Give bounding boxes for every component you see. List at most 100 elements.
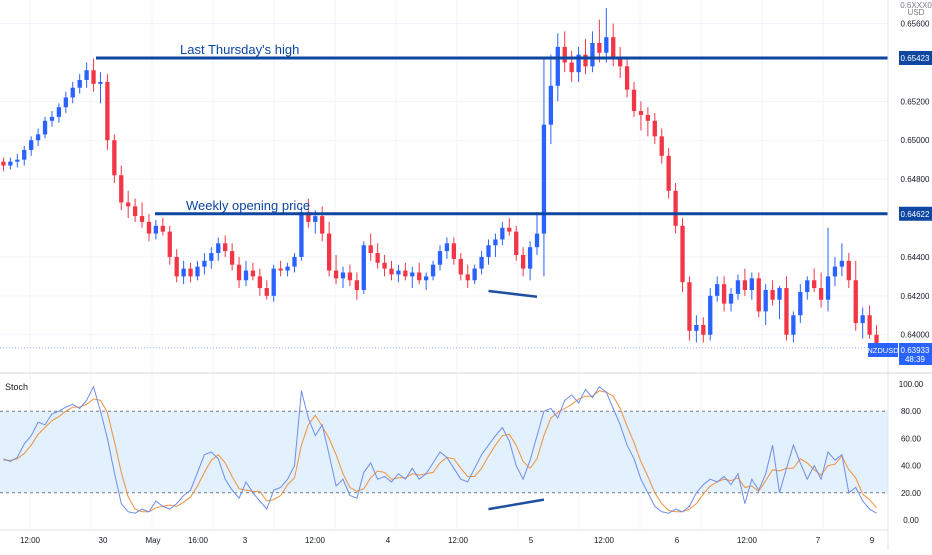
candle-body [514, 231, 519, 255]
price-tick-label: 0.65000 [901, 136, 930, 145]
candle-body [555, 46, 560, 86]
candle-body [430, 264, 436, 277]
price-tick-label: 0.65600 [901, 20, 930, 29]
candle-body [271, 268, 276, 296]
candle-body [479, 256, 484, 269]
divergence-line-stoch [488, 498, 545, 511]
candle-body [569, 62, 574, 73]
candle-body [56, 107, 62, 117]
candle-body [181, 268, 186, 277]
candle-body [49, 116, 55, 121]
level-label-thursday-high: Last Thursday's high [180, 42, 299, 57]
candle-body [631, 89, 637, 112]
candle-body [708, 295, 713, 335]
candle-body [188, 268, 193, 277]
candle-body [368, 245, 373, 254]
stoch-tick-label: 60.00 [901, 434, 922, 443]
candle-body [119, 175, 124, 203]
time-tick-label: May [145, 536, 160, 545]
candle-body [500, 227, 505, 240]
stoch-title[interactable]: Stoch [5, 382, 28, 392]
price-tick-label: 0.64000 [901, 331, 930, 340]
candle-body [832, 266, 838, 277]
price-axis-currency: USD [908, 8, 925, 17]
time-tick-label: 16:00 [188, 536, 209, 545]
time-tick-label: 30 [99, 536, 108, 545]
candle-body [715, 284, 720, 296]
candle-body [638, 111, 644, 115]
symbol-tag [868, 343, 898, 357]
candle-body [874, 334, 879, 345]
candle-body [292, 256, 297, 267]
divergence-line-price [488, 289, 538, 299]
candle-body [756, 278, 761, 312]
candle-body [721, 284, 727, 304]
candle-body [576, 54, 581, 73]
level-tag-weekly-open [899, 206, 932, 221]
time-tick-label: 12:00 [20, 536, 41, 545]
candle-body [784, 288, 789, 335]
candle-body [375, 253, 380, 263]
candle-body [236, 264, 242, 281]
candle-body [486, 245, 491, 257]
last-price-value: 0.63933 [901, 346, 930, 355]
candle-body [167, 231, 172, 257]
candle-body [98, 81, 103, 84]
candle-body [590, 43, 595, 67]
candle-body [666, 155, 671, 191]
candle-body [604, 37, 609, 53]
time-tick-label: 12:00 [594, 536, 615, 545]
candle-body [624, 66, 630, 90]
level-tag-thursday-high-text: 0.65423 [901, 54, 930, 63]
candle-body [791, 315, 796, 335]
candle-body [742, 280, 748, 290]
candle-body [507, 227, 512, 232]
candle-body [805, 280, 810, 292]
candle-body [146, 221, 152, 234]
candle-body [340, 272, 346, 279]
candle-body [645, 114, 651, 121]
candle-body [216, 243, 221, 254]
candle-body [694, 324, 699, 331]
candle-body [521, 254, 526, 269]
candle-body [202, 260, 207, 267]
candle-body [611, 37, 616, 59]
last-price-countdown: 48:39 [905, 355, 926, 364]
candle-body [437, 251, 443, 265]
candle-body [825, 276, 831, 300]
candle-body [749, 278, 754, 290]
candle-body [22, 149, 27, 160]
candle-body [153, 225, 159, 234]
candle-body [846, 260, 851, 281]
time-tick-label: 6 [675, 536, 680, 545]
candle-body [306, 212, 311, 222]
candle-body [264, 288, 269, 296]
candle-body [860, 315, 865, 324]
candle-body [548, 85, 554, 125]
candle-body [8, 161, 13, 166]
level-tag-thursday-high [899, 50, 932, 65]
time-tick-label: 7 [816, 536, 821, 545]
candle-body [652, 120, 657, 137]
candle-body [223, 243, 228, 252]
stoch-tick-label: 80.00 [901, 407, 922, 416]
candle-body [735, 280, 741, 294]
candle-body [770, 289, 775, 300]
symbol-tag-text: NZDUSD [867, 346, 899, 355]
candle-body [777, 288, 782, 300]
candle-body [15, 159, 20, 162]
candle-body [798, 291, 803, 316]
candle-body [396, 270, 401, 275]
candle-body [389, 268, 394, 275]
candle-body [534, 233, 540, 248]
candle-body [347, 272, 353, 281]
candle-body [132, 206, 138, 217]
candle-body [701, 324, 706, 335]
time-tick-label: 12:00 [305, 536, 326, 545]
stoch-tick-label: 0.00 [903, 516, 919, 525]
stoch-band-fill [0, 411, 888, 493]
candle-body [867, 315, 872, 335]
candle-body [853, 280, 858, 324]
candle-body [541, 124, 547, 234]
